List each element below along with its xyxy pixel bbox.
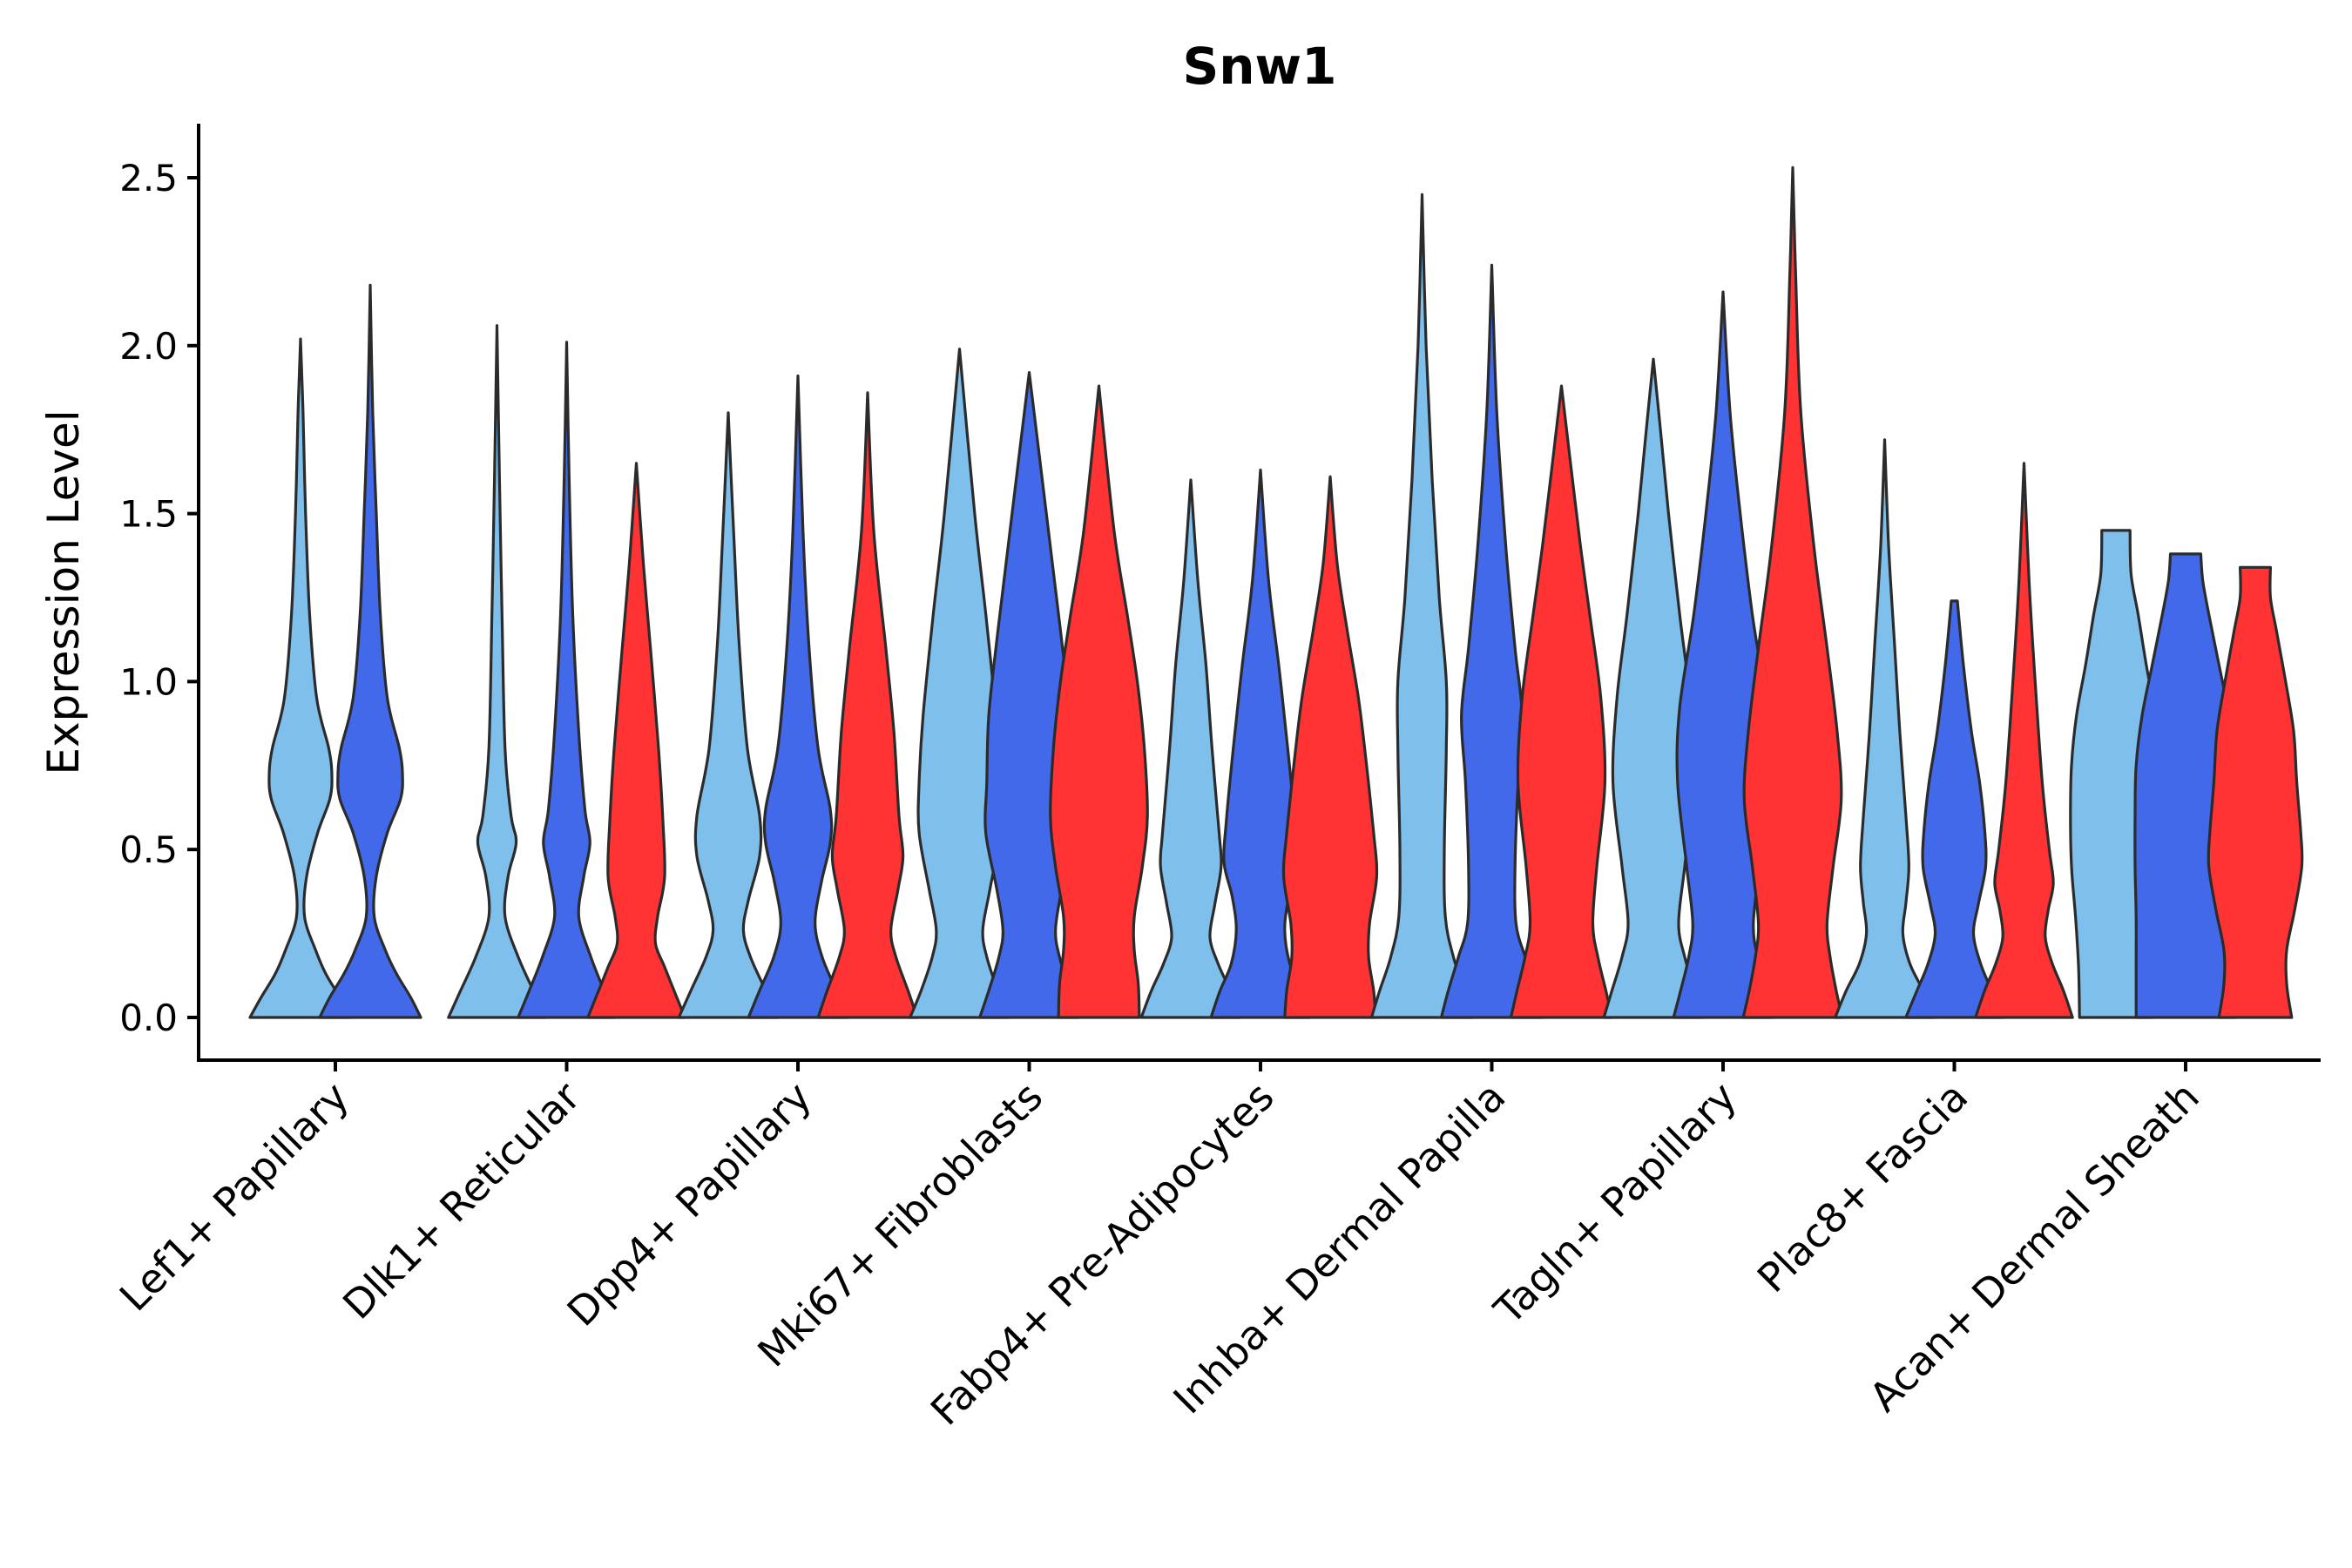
violin-7-3 xyxy=(1741,166,1844,1019)
violin-5-3 xyxy=(1281,475,1379,1019)
violin-3-1 xyxy=(677,411,780,1019)
y-tick-label: 2.5 xyxy=(119,157,178,199)
y-tick-label: 1.0 xyxy=(119,660,178,703)
y-axis-label: Expression Level xyxy=(38,409,89,774)
violin-3-2 xyxy=(747,374,849,1019)
x-tick-label: Dpp4+ Papillary xyxy=(558,1073,821,1335)
chart-title: Snw1 xyxy=(1182,37,1336,96)
violin-4-3 xyxy=(1049,384,1149,1019)
violin-3-3 xyxy=(816,391,919,1019)
y-tick-label: 0.0 xyxy=(119,997,178,1039)
violin-2-3 xyxy=(586,462,686,1019)
violin-9-3 xyxy=(2207,565,2304,1019)
violin-4-1 xyxy=(909,348,1010,1019)
violin-2-2 xyxy=(517,341,617,1019)
violin-8-1 xyxy=(1834,438,1936,1019)
violin-8-3 xyxy=(1974,462,2074,1019)
x-tick-label: Lef1+ Papillary xyxy=(111,1073,358,1321)
violin-6-2 xyxy=(1439,263,1544,1019)
violin-layer xyxy=(248,166,2304,1019)
violin-6-1 xyxy=(1369,193,1475,1019)
y-tick-label: 1.5 xyxy=(119,493,178,536)
violin-2-1 xyxy=(447,324,547,1019)
y-tick-label: 2.0 xyxy=(119,325,178,368)
y-tick-label: 0.5 xyxy=(119,828,178,871)
violin-7-1 xyxy=(1602,357,1705,1019)
violin-1-1 xyxy=(248,337,353,1019)
x-tick-label: Dlk1+ Reticular xyxy=(334,1073,589,1328)
violin-5-1 xyxy=(1139,478,1242,1019)
x-tick-label: Tagln+ Papillary xyxy=(1484,1073,1746,1335)
violin-6-3 xyxy=(1509,384,1614,1019)
violin-1-2 xyxy=(318,283,422,1019)
x-tick-label: Plac8+ Fascia xyxy=(1748,1073,1977,1301)
violin-8-2 xyxy=(1904,599,2004,1019)
y-axis-ticks: 0.0 0.5 1.0 1.5 2.0 2.5 xyxy=(119,157,199,1039)
